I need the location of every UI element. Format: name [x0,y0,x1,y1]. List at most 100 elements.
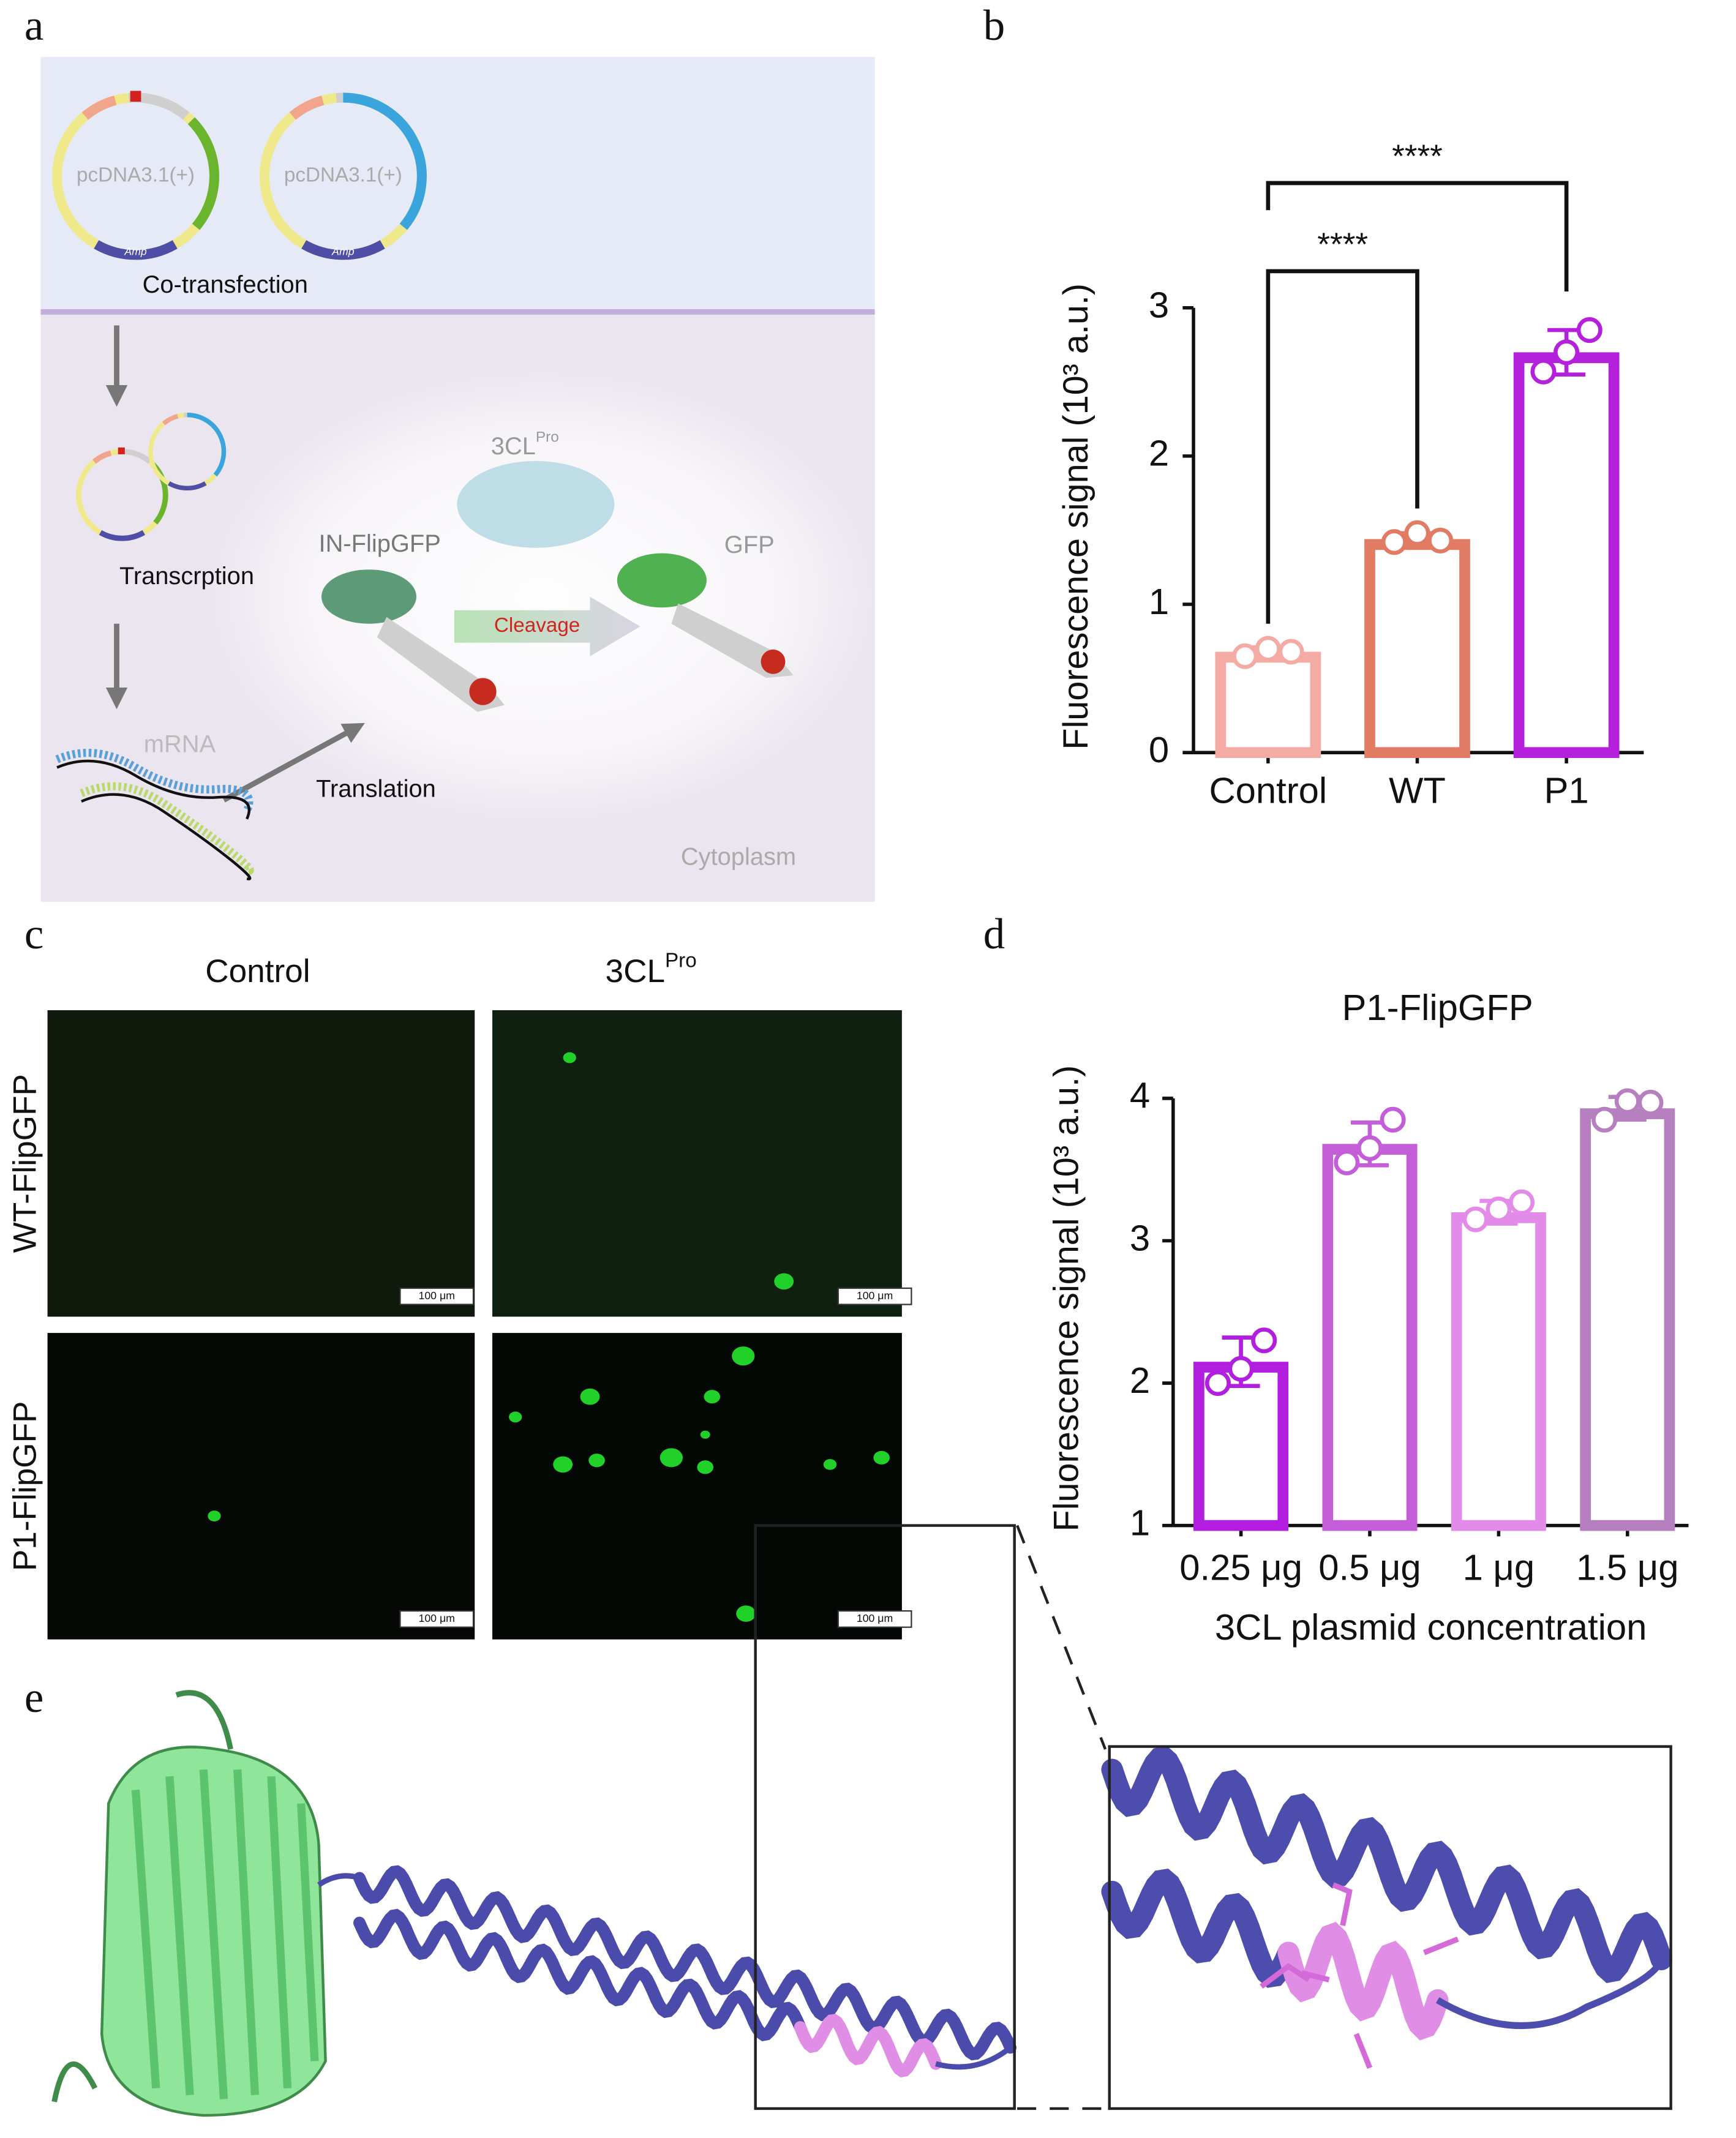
scale-bar [837,1287,912,1305]
cell [774,1273,794,1290]
data-point [1614,1088,1640,1114]
panel-label: b [983,2,1005,50]
data-point [1356,1135,1383,1161]
x-axis-label: 3CL plasmid concentration [1215,1607,1647,1648]
cleavage-label: Cleavage [494,614,580,637]
data-point [1204,1370,1231,1397]
schematic: pcDNA3.1(+) Amp pcDNA3.1(+) Amp Cleavage Co… [40,57,882,902]
amp-label: Amp [124,246,147,258]
scale-bar [399,1610,475,1628]
helix [794,2014,942,2078]
beta-strands [131,1769,319,2099]
data-point [1232,643,1258,669]
plasmid-segment [343,92,427,230]
y-axis-label: Fluorescence signal (10³ a.u.) [1046,1065,1086,1532]
scale-bar [837,1610,912,1628]
micrograph [47,1333,475,1640]
data-point [1427,527,1454,553]
substrate-structure [321,569,416,624]
cleavage-site [469,678,497,705]
plasmid-segment [94,240,178,260]
cell [732,1346,755,1366]
bar [1451,1212,1546,1531]
helix [1101,1868,1299,1988]
plasmid-segment [187,117,220,230]
plasmid-marker [118,447,125,454]
cell [736,1605,756,1622]
y-axis-label: Fluorescence signal (10³ a.u.) [1056,283,1095,750]
data-point [1334,1149,1360,1176]
cell [553,1456,573,1473]
y-tick-label: 3 [1149,285,1169,326]
helix [1101,1746,1672,1984]
data-point [1404,520,1430,546]
helix [353,1908,806,2041]
plasmids: pcDNA3.1(+) Amp pcDNA3.1(+) Amp [52,91,427,541]
y-tick-label: 1 [1130,1502,1150,1543]
amp-label: Amp [331,246,355,258]
helix [353,1865,1017,2061]
arrow [222,722,365,803]
scale-bar-label: 100 μm [419,1612,455,1624]
data-point [1255,636,1281,662]
cleavage-arrow [454,596,641,656]
data-point [1637,1089,1664,1116]
product-label: GFP [724,531,775,558]
plasmid-segment [99,530,146,541]
data-point [1381,529,1407,555]
data-point [1228,1356,1254,1382]
cell [700,1430,710,1439]
charts: 0 1 2 3 Fluorescence signal (10³ a.u.) Contro… [1046,138,1689,1648]
cell [509,1411,522,1423]
significance-bracket [1266,269,1419,624]
data-point [1278,639,1304,665]
loop [1435,1958,1665,2030]
y-tick-label: 0 [1149,729,1169,770]
plasmid-segment [162,414,179,426]
x-tick-label: 1.5 μg [1576,1547,1678,1588]
bar [1580,1108,1675,1531]
data-point [1508,1189,1535,1215]
bar [1215,651,1321,759]
micrograph [47,1010,475,1317]
zoom-box [754,1524,1016,2110]
micrograph [492,1333,902,1640]
data-point [1251,1327,1277,1354]
column-name: 3CL [606,953,666,989]
cell [563,1052,576,1063]
x-tick-label: 0.25 μg [1179,1547,1302,1588]
x-tick-label: Control [1209,770,1327,811]
mrna [81,793,252,880]
cell [580,1388,600,1405]
x-tick-label: P1 [1544,770,1589,811]
step-label: mRNA [144,731,216,758]
cell [208,1510,221,1521]
data-point [1530,358,1557,384]
bar [1513,352,1620,759]
scale-bar [399,1287,475,1305]
panel-label: d [983,910,1005,958]
plasmid-marker [130,91,141,102]
cell [659,1448,683,1468]
panel-label: c [24,910,43,958]
side-chains [1260,1882,1459,2069]
cell [697,1460,714,1474]
mrna [56,759,251,820]
x-tick-label: 0.5 μg [1318,1547,1421,1588]
gfp-structure [617,553,707,608]
x-tick-label: 1 μg [1463,1547,1535,1588]
column-label: Control [205,953,310,989]
cell [704,1390,721,1404]
chart-title: P1-FlipGFP [1342,987,1533,1028]
data-point [1486,1196,1512,1223]
scale-bar-label: 100 μm [419,1289,455,1302]
row-label: WT-FlipGFP [7,1074,43,1253]
significance-label: **** [1392,138,1443,174]
loops [51,1690,233,2102]
cell [588,1453,605,1468]
step-label: Co-transfection [143,271,308,298]
compartment-label: Cytoplasm [681,843,796,870]
row-label: P1-FlipGFP [7,1401,43,1572]
